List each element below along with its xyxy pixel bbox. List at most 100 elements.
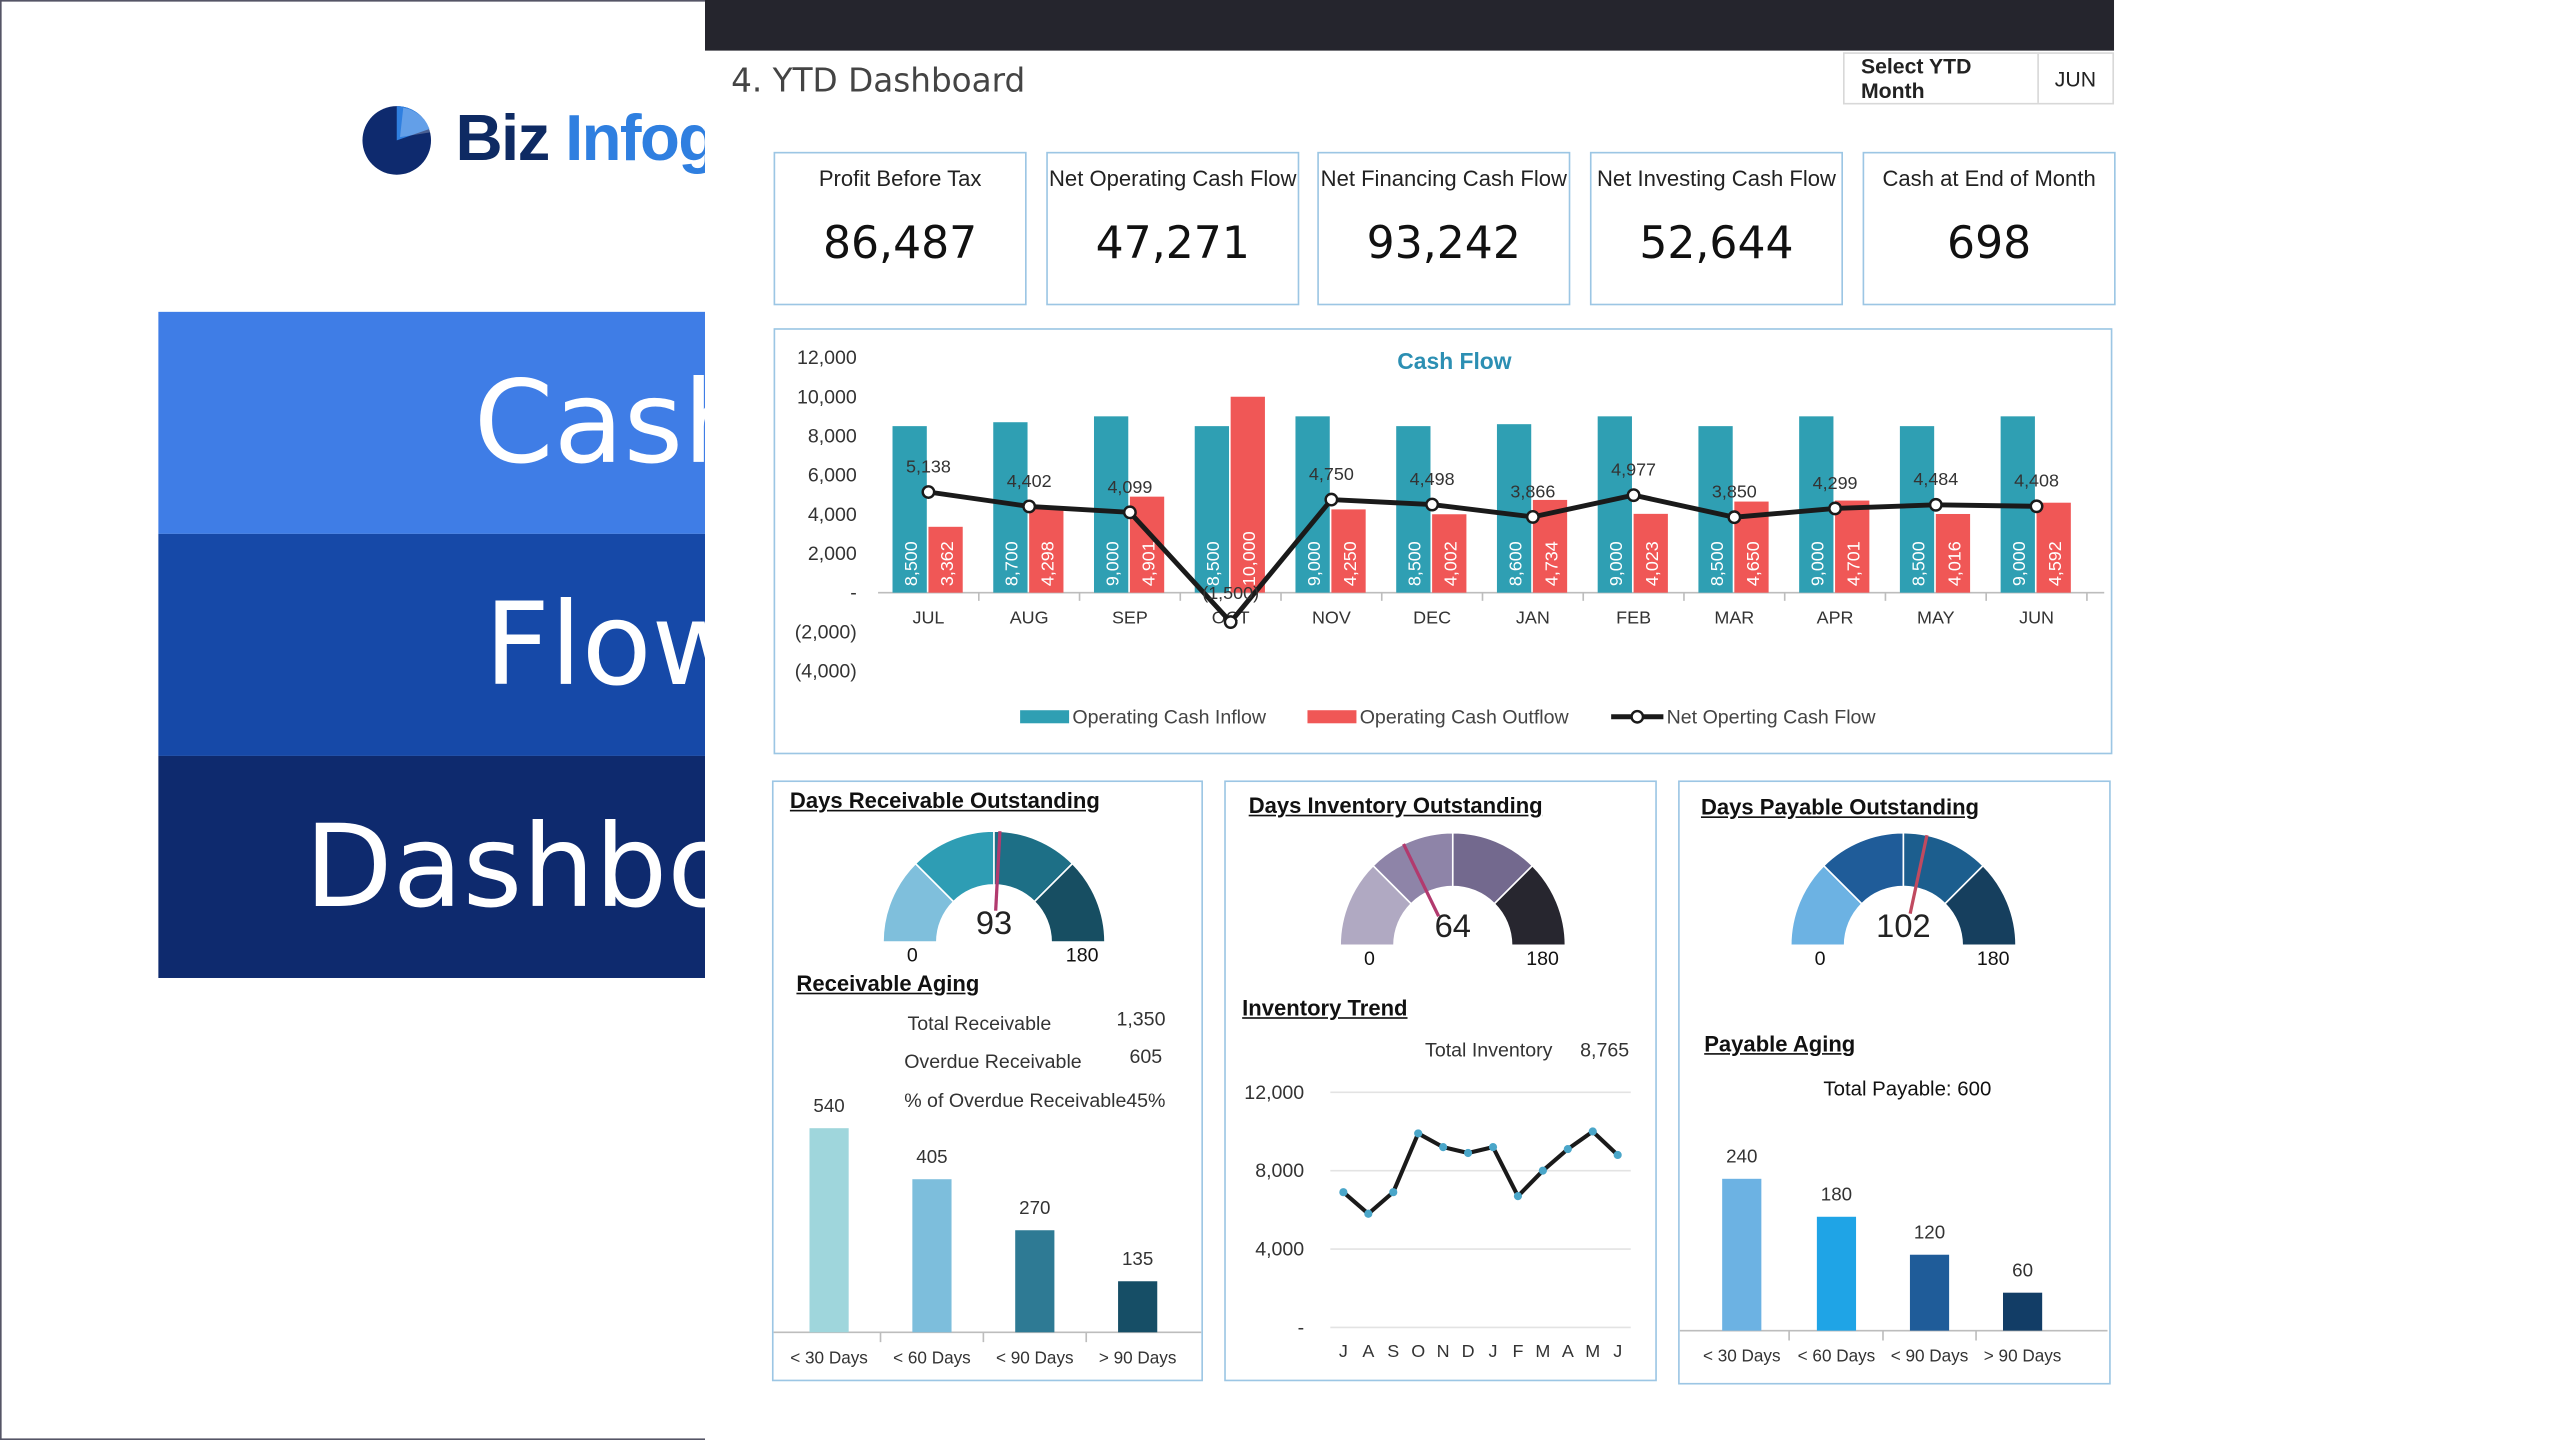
x-tick-label: NOV [1312, 608, 1351, 628]
ytd-month-selector[interactable]: Select YTD Month JUN [1842, 52, 2115, 105]
x-tick-label: APR [1817, 608, 1854, 628]
gauge-value: 93 [976, 904, 1012, 941]
x-tick-label: J [1489, 1341, 1498, 1361]
inventory-point [1364, 1209, 1373, 1218]
aging-value-label: 540 [813, 1095, 844, 1116]
outflow-value-label: 4,016 [1944, 541, 1964, 586]
inventory-point [1563, 1145, 1572, 1154]
net-cash-flow-line [928, 489, 2037, 626]
outflow-value-label: 4,650 [1743, 541, 1763, 586]
total-payable-text: Total Payable: 600 [1823, 1077, 1992, 1101]
x-tick-label: J [1339, 1341, 1348, 1361]
net-cash-flow-point [2029, 499, 2044, 514]
inflow-bar [1093, 416, 1129, 593]
dro-gauge: 93 0 180 [882, 830, 1106, 967]
cash-flow-chart: Cash Flow 12,000 10,000 8,000 6,000 4,000 2,00… [795, 347, 2105, 728]
kpi-title: Net Operating Cash Flow [1049, 166, 1297, 192]
y-tick-label: 2,000 [808, 543, 857, 565]
kpi-value: 86,487 [822, 218, 978, 270]
legend-label: Net Operting Cash Flow [1667, 706, 1877, 728]
net-value-label: 3,850 [1712, 482, 1757, 502]
x-tick-label: N [1437, 1341, 1450, 1361]
aging-category-label: > 90 Days [1984, 1346, 2062, 1366]
kpi-value: 52,644 [1639, 218, 1794, 270]
y-tick-label: 8,000 [1255, 1160, 1304, 1182]
x-tick-label: MAR [1714, 608, 1754, 628]
net-value-label: 4,750 [1309, 464, 1354, 484]
x-tick-label: A [1562, 1341, 1574, 1361]
y-tick-label: 4,000 [808, 504, 857, 526]
gauge-min-label: 0 [1364, 948, 1375, 970]
aging-category-label: < 30 Days [790, 1347, 868, 1367]
x-tick-label: A [1362, 1341, 1374, 1361]
aging-value-label: 405 [916, 1146, 947, 1167]
dro-title: Days Receivable Outstanding [789, 788, 1100, 814]
gauge-min-label: 0 [907, 945, 918, 967]
total-inventory-value: 8,765 [1580, 1038, 1630, 1062]
x-tick-label: M [1535, 1341, 1550, 1361]
inventory-point [1339, 1188, 1348, 1197]
y-tick-label: - [850, 582, 857, 604]
outflow-value-label: 4,250 [1340, 541, 1360, 586]
inflow-bar [892, 426, 927, 593]
dpo-title: Days Payable Outstanding [1700, 795, 1980, 820]
inventory-point [1488, 1143, 1498, 1152]
net-cash-flow-point [1223, 615, 1238, 629]
kpi-title: Net Financing Cash Flow [1320, 166, 1567, 192]
inflow-bar [1799, 416, 1834, 593]
receivable-aging-title: Receivable Aging [796, 971, 980, 996]
gauge-segment [1493, 864, 1567, 947]
net-cash-flow-point [1727, 510, 1742, 525]
kpi-card-cash-end: Cash at End of Month 698 [1862, 151, 2116, 306]
gauge-value: 102 [1876, 907, 1930, 944]
dpo-gauge: 102 0 180 [1789, 831, 2017, 970]
legend-swatch [1307, 710, 1357, 724]
outflow-value-label: 4,002 [1441, 541, 1461, 586]
logo-biz-text: Biz [455, 102, 551, 175]
outflow-value-label: 4,901 [1138, 541, 1158, 586]
kpi-card-investing: Net Investing Cash Flow 52,644 [1589, 151, 1843, 306]
outflow-value-label: 4,734 [1541, 541, 1561, 586]
gauge-max-label: 180 [1066, 945, 1099, 967]
outflow-bar [1029, 508, 1064, 593]
inflow-value-label: 9,000 [2009, 541, 2029, 586]
dio-title: Days Inventory Outstanding [1248, 793, 1543, 818]
net-cash-flow-point [1928, 497, 1943, 512]
x-tick-label: F [1512, 1341, 1523, 1361]
net-value-label: 4,099 [1107, 477, 1152, 497]
outflow-bar [1835, 500, 1870, 593]
total-receivable-label: Total Receivable [907, 1012, 1052, 1036]
inventory-panel: Days Inventory Outstanding 64 0 180 Invent… [1224, 780, 1657, 1382]
dashboard-panel: 4. YTD Dashboard Select YTD Month JUN Pr… [705, 0, 2116, 1440]
net-cash-flow-point [921, 485, 936, 499]
aging-category-label: > 90 Days [1099, 1347, 1177, 1367]
outflow-value-label: 4,298 [1038, 541, 1058, 586]
inventory-point [1538, 1166, 1547, 1175]
inventory-point [1463, 1148, 1473, 1158]
top-bar [705, 0, 2115, 51]
kpi-title: Cash at End of Month [1882, 166, 2096, 192]
x-tick-label: J [1613, 1341, 1622, 1361]
dio-gauge: 64 0 180 [1339, 831, 1567, 970]
kpi-value: 93,242 [1366, 218, 1521, 270]
outflow-value-label: 4,023 [1642, 541, 1662, 586]
aging-bar [1909, 1254, 1950, 1331]
net-cash-flow-point [1122, 505, 1137, 520]
net-value-label: (1,500) [1202, 583, 1259, 603]
aging-bar [912, 1179, 952, 1333]
net-value-label: 4,484 [1913, 469, 1958, 489]
net-value-label: 5,138 [906, 456, 951, 476]
aging-bar [1118, 1281, 1158, 1333]
gauge-segment [1033, 862, 1106, 943]
ytd-selector-value[interactable]: JUN [2054, 66, 2097, 91]
gauge-needle [1402, 843, 1441, 917]
y-tick-label: 12,000 [797, 347, 857, 369]
net-value-label: 4,408 [2014, 471, 2059, 491]
inventory-point [1439, 1143, 1448, 1152]
outflow-bar [2036, 502, 2071, 593]
x-tick-label: JUL [912, 608, 944, 628]
aging-value-label: 270 [1019, 1197, 1050, 1218]
cash-flow-chart-panel: Cash Flow 12,000 10,000 8,000 6,000 4,000 2,00… [773, 328, 2113, 755]
inflow-bar [1295, 416, 1330, 593]
